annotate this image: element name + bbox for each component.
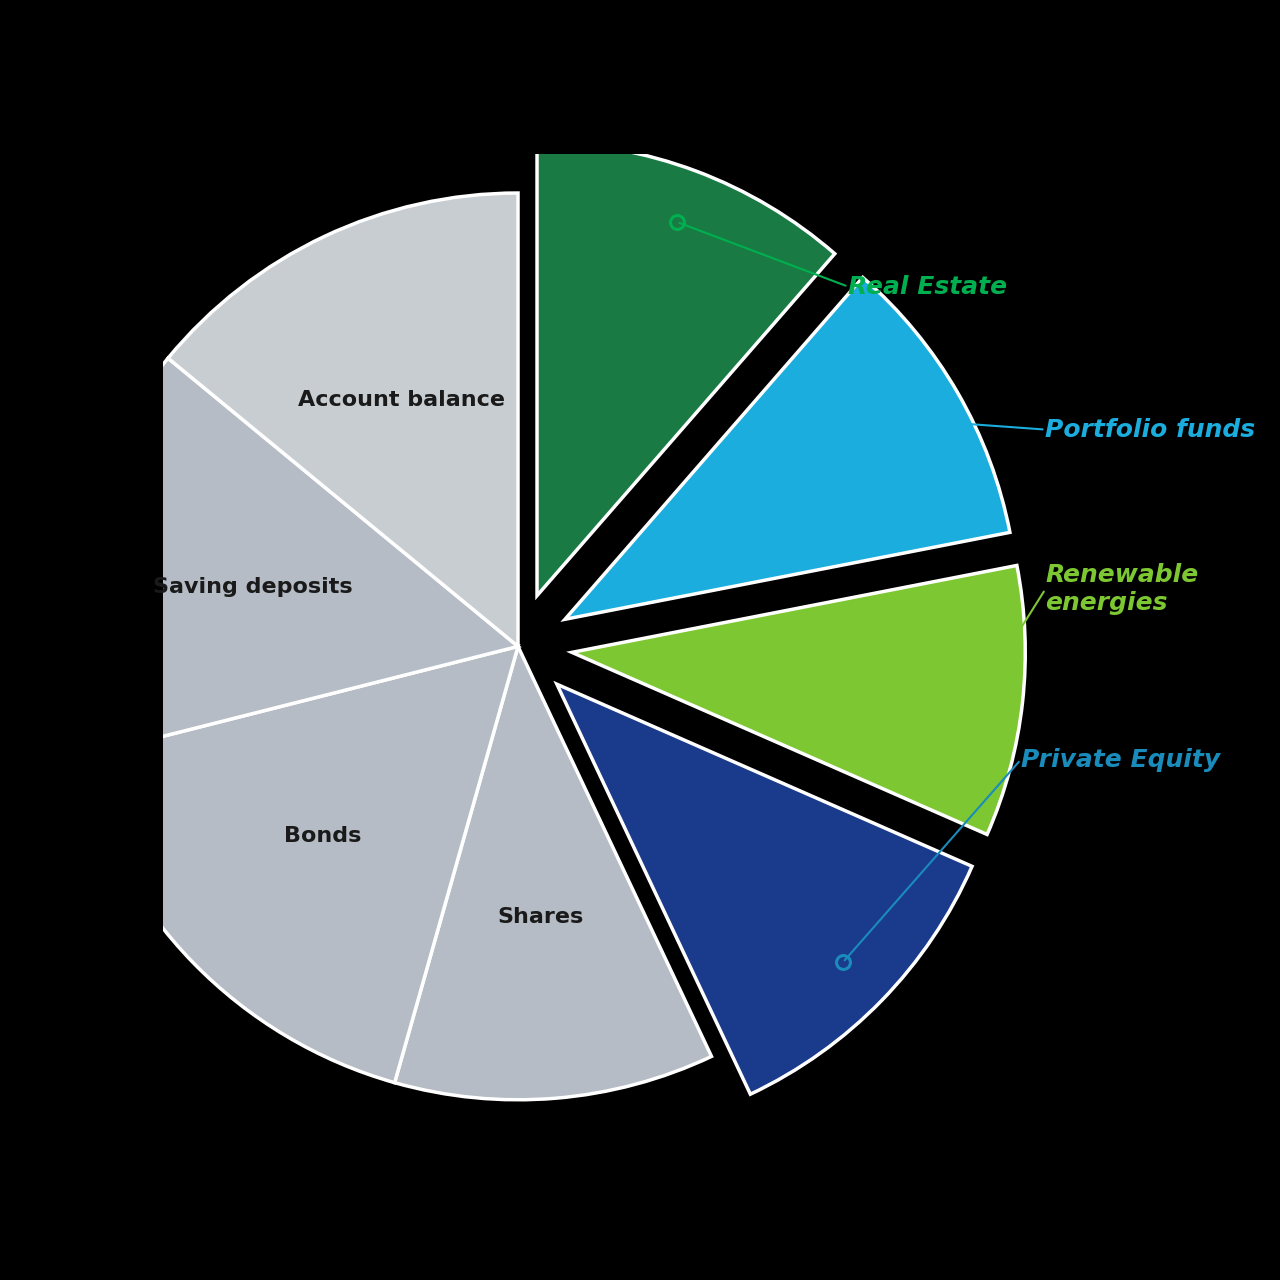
Text: Real Estate: Real Estate bbox=[849, 275, 1007, 298]
Text: Bonds: Bonds bbox=[284, 826, 362, 846]
Text: Private Equity: Private Equity bbox=[1020, 748, 1220, 772]
Wedge shape bbox=[168, 193, 518, 646]
Wedge shape bbox=[394, 646, 712, 1100]
Wedge shape bbox=[78, 646, 518, 1083]
Wedge shape bbox=[572, 566, 1025, 835]
Wedge shape bbox=[564, 278, 1010, 620]
Text: Account balance: Account balance bbox=[298, 390, 506, 411]
Text: Portfolio funds: Portfolio funds bbox=[1046, 417, 1256, 442]
Text: Shares: Shares bbox=[498, 908, 584, 928]
Text: Saving deposits: Saving deposits bbox=[152, 577, 352, 596]
Text: Renewable
energies: Renewable energies bbox=[1046, 563, 1198, 616]
Wedge shape bbox=[557, 685, 972, 1094]
Wedge shape bbox=[538, 142, 835, 595]
Wedge shape bbox=[65, 358, 518, 758]
